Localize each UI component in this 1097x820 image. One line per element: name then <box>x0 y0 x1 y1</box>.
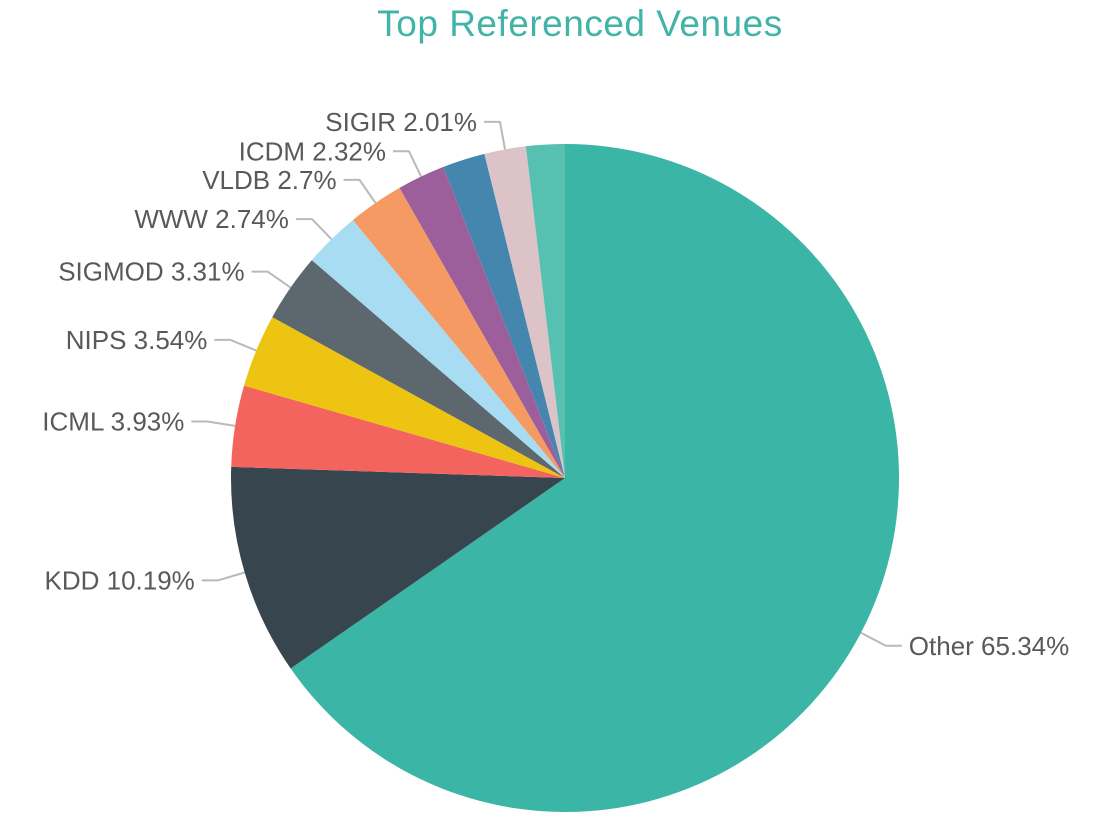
pie-slice-icml[interactable] <box>231 385 565 478</box>
leader-line-kdd <box>201 571 245 582</box>
slice-label-other: Other 65.34% <box>909 631 1069 661</box>
leader-line-www <box>295 218 333 240</box>
pie-slice-sigmod[interactable] <box>272 260 565 478</box>
pie-labels: Other 65.34% KDD 10.19% ICML 3.93% NIPS 3.5… <box>42 107 1069 661</box>
leader-line-vldb <box>343 178 377 204</box>
slice-label-kdd: KDD 10.19% <box>44 565 194 595</box>
pie <box>231 144 900 813</box>
leader-line-icdm <box>393 150 423 178</box>
pie-slice-unlabeled-1[interactable] <box>443 153 565 478</box>
leader-line-sigir <box>484 120 506 150</box>
pie-slice-www[interactable] <box>311 219 565 479</box>
slice-label-sigmod: SIGMOD 3.31% <box>58 257 244 287</box>
slice-label-icdm: ICDM 2.32% <box>239 136 386 166</box>
pie-slice-vldb[interactable] <box>352 187 565 478</box>
slice-label-icml: ICML 3.93% <box>42 407 184 437</box>
leader-line-other <box>860 631 902 647</box>
pie-slice-other[interactable] <box>290 144 900 813</box>
pie-slice-icdm[interactable] <box>399 166 565 479</box>
pie-slice-sigir[interactable] <box>484 146 565 479</box>
chart-title: Top Referenced Venues <box>377 3 782 44</box>
pie-slice-kdd[interactable] <box>231 466 565 669</box>
pie-slice-unlabeled-2[interactable] <box>525 144 565 478</box>
leader-line-nips <box>214 338 257 352</box>
slice-label-vldb: VLDB 2.7% <box>202 165 336 195</box>
leader-line-sigmod <box>251 270 292 289</box>
slice-label-www: WWW 2.74% <box>134 204 289 234</box>
slice-label-nips: NIPS 3.54% <box>66 325 208 355</box>
pie-slice-nips[interactable] <box>244 317 565 478</box>
leader-line-icml <box>191 420 236 427</box>
slice-label-sigir: SIGIR 2.01% <box>325 107 477 137</box>
